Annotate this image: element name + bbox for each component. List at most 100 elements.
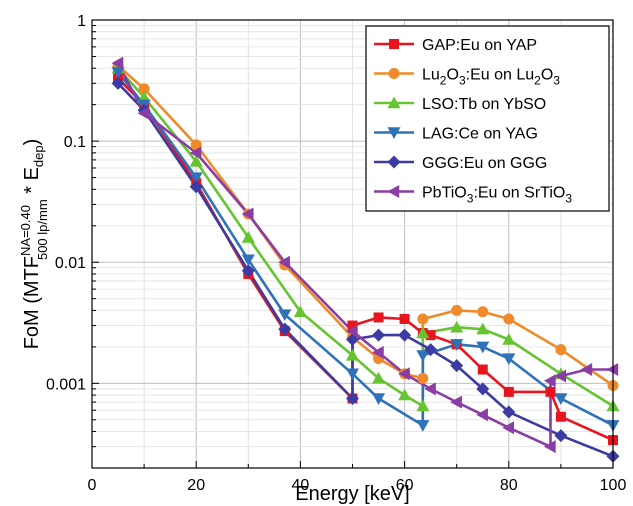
legend-entry-text: Lu [422,67,440,84]
data-point [190,139,202,151]
x-axis-title: Energy [keV] [295,483,410,505]
legend-entry-text: O [446,67,458,84]
data-point [450,395,462,409]
data-point [137,106,150,120]
data-point [503,386,514,397]
legend-entry-subscript: 3 [459,74,466,88]
legend-entry-text: LAG:Ce on YAG [422,126,538,143]
data-point [346,391,359,405]
legend-entry: PbTiO3:Eu on SrTiO3 [422,185,572,206]
legend-entry-subscript: 2 [534,74,541,88]
legend-swatch-marker [388,68,400,79]
data-point [580,363,593,377]
legend-swatch-marker [389,39,399,49]
data-point [502,353,516,366]
data-point [189,154,203,167]
legend-entry: GGG:Eu on GGG [422,155,547,172]
data-point [424,382,436,396]
data-point [347,320,358,331]
y-tick-label: 0.001 [46,376,86,393]
data-point [502,421,514,435]
data-point [502,333,516,345]
legend-entry-text: GGG:Eu on GGG [422,155,547,172]
data-point [417,313,429,325]
legend-entry: Lu2O3:Eu on Lu2O3 [422,67,560,88]
data-point [398,388,412,401]
legend-entry-text: PbTiO [422,185,467,202]
x-tick-label: 0 [88,477,97,494]
legend-entry-text: :Eu on SrTiO [473,185,565,202]
legend-entry: LSO:Tb on YbSO [422,96,546,113]
data-point [278,255,290,269]
data-point [278,309,292,322]
data-point [476,341,490,354]
data-point [416,326,430,339]
legend-entry-subscript: 3 [467,192,474,206]
legend-entry: GAP:Eu on YAP [422,37,537,54]
data-point [554,369,567,383]
y-title-superscript: NA=0.40 [18,205,33,256]
data-point [138,83,150,95]
y-title-subscript: 500 lp/mm [35,199,50,260]
data-point [189,146,202,160]
legend-entry-subscript: 3 [553,74,560,88]
data-point [476,382,490,396]
data-point [398,328,412,342]
y-title-part: * E [21,167,43,199]
data-point [372,393,386,405]
data-point [450,339,464,351]
data-point [241,207,254,221]
data-point [502,405,516,419]
data-point [545,386,556,397]
data-point [189,180,203,194]
legend-entry-subscript: 2 [440,74,447,88]
data-point [398,367,410,381]
data-point [346,368,359,381]
y-axis-title: FoM (MTFNA=0.40 500 lp/mm * Edep) [18,139,50,350]
data-point [450,359,464,373]
data-point [111,67,125,79]
x-tick-label: 40 [292,477,310,494]
x-tick-label: 60 [396,477,414,494]
x-tick-label: 20 [187,477,205,494]
data-point [278,322,292,336]
data-point [372,345,384,359]
y-tick-label: 1 [77,13,86,30]
legend-swatch-marker [387,96,401,109]
y-tick-label: 0.1 [64,134,86,151]
data-point [554,393,568,405]
data-point [425,330,436,341]
legend-entry: LAG:Ce on YAG [422,126,538,143]
data-point [373,312,384,323]
data-point [417,372,429,384]
data-point [372,328,386,342]
data-point [399,313,410,324]
legend-swatch-marker [387,185,400,198]
legend-box [365,25,610,212]
data-point [476,408,488,422]
data-point [555,411,566,422]
data-point [451,304,463,316]
series-markers [111,56,620,463]
data-point [606,363,619,377]
legend-entry-text: GAP:Eu on YAP [422,37,537,54]
legend-entry-text: :Eu on Lu [466,67,535,84]
data-point [416,399,430,412]
data-point [241,231,255,243]
data-point [477,364,488,375]
legend-entry-text: O [541,67,553,84]
data-point [241,254,255,267]
y-tick-label: 0.01 [55,255,86,272]
data-point [503,313,515,325]
data-point [241,264,255,278]
data-point [450,320,464,333]
data-point [372,371,386,384]
data-point [293,305,307,317]
data-point [189,172,203,185]
data-point [346,324,358,338]
y-title-part: FoM (MTF [21,256,43,349]
data-point [111,56,124,70]
data-point [346,348,359,361]
